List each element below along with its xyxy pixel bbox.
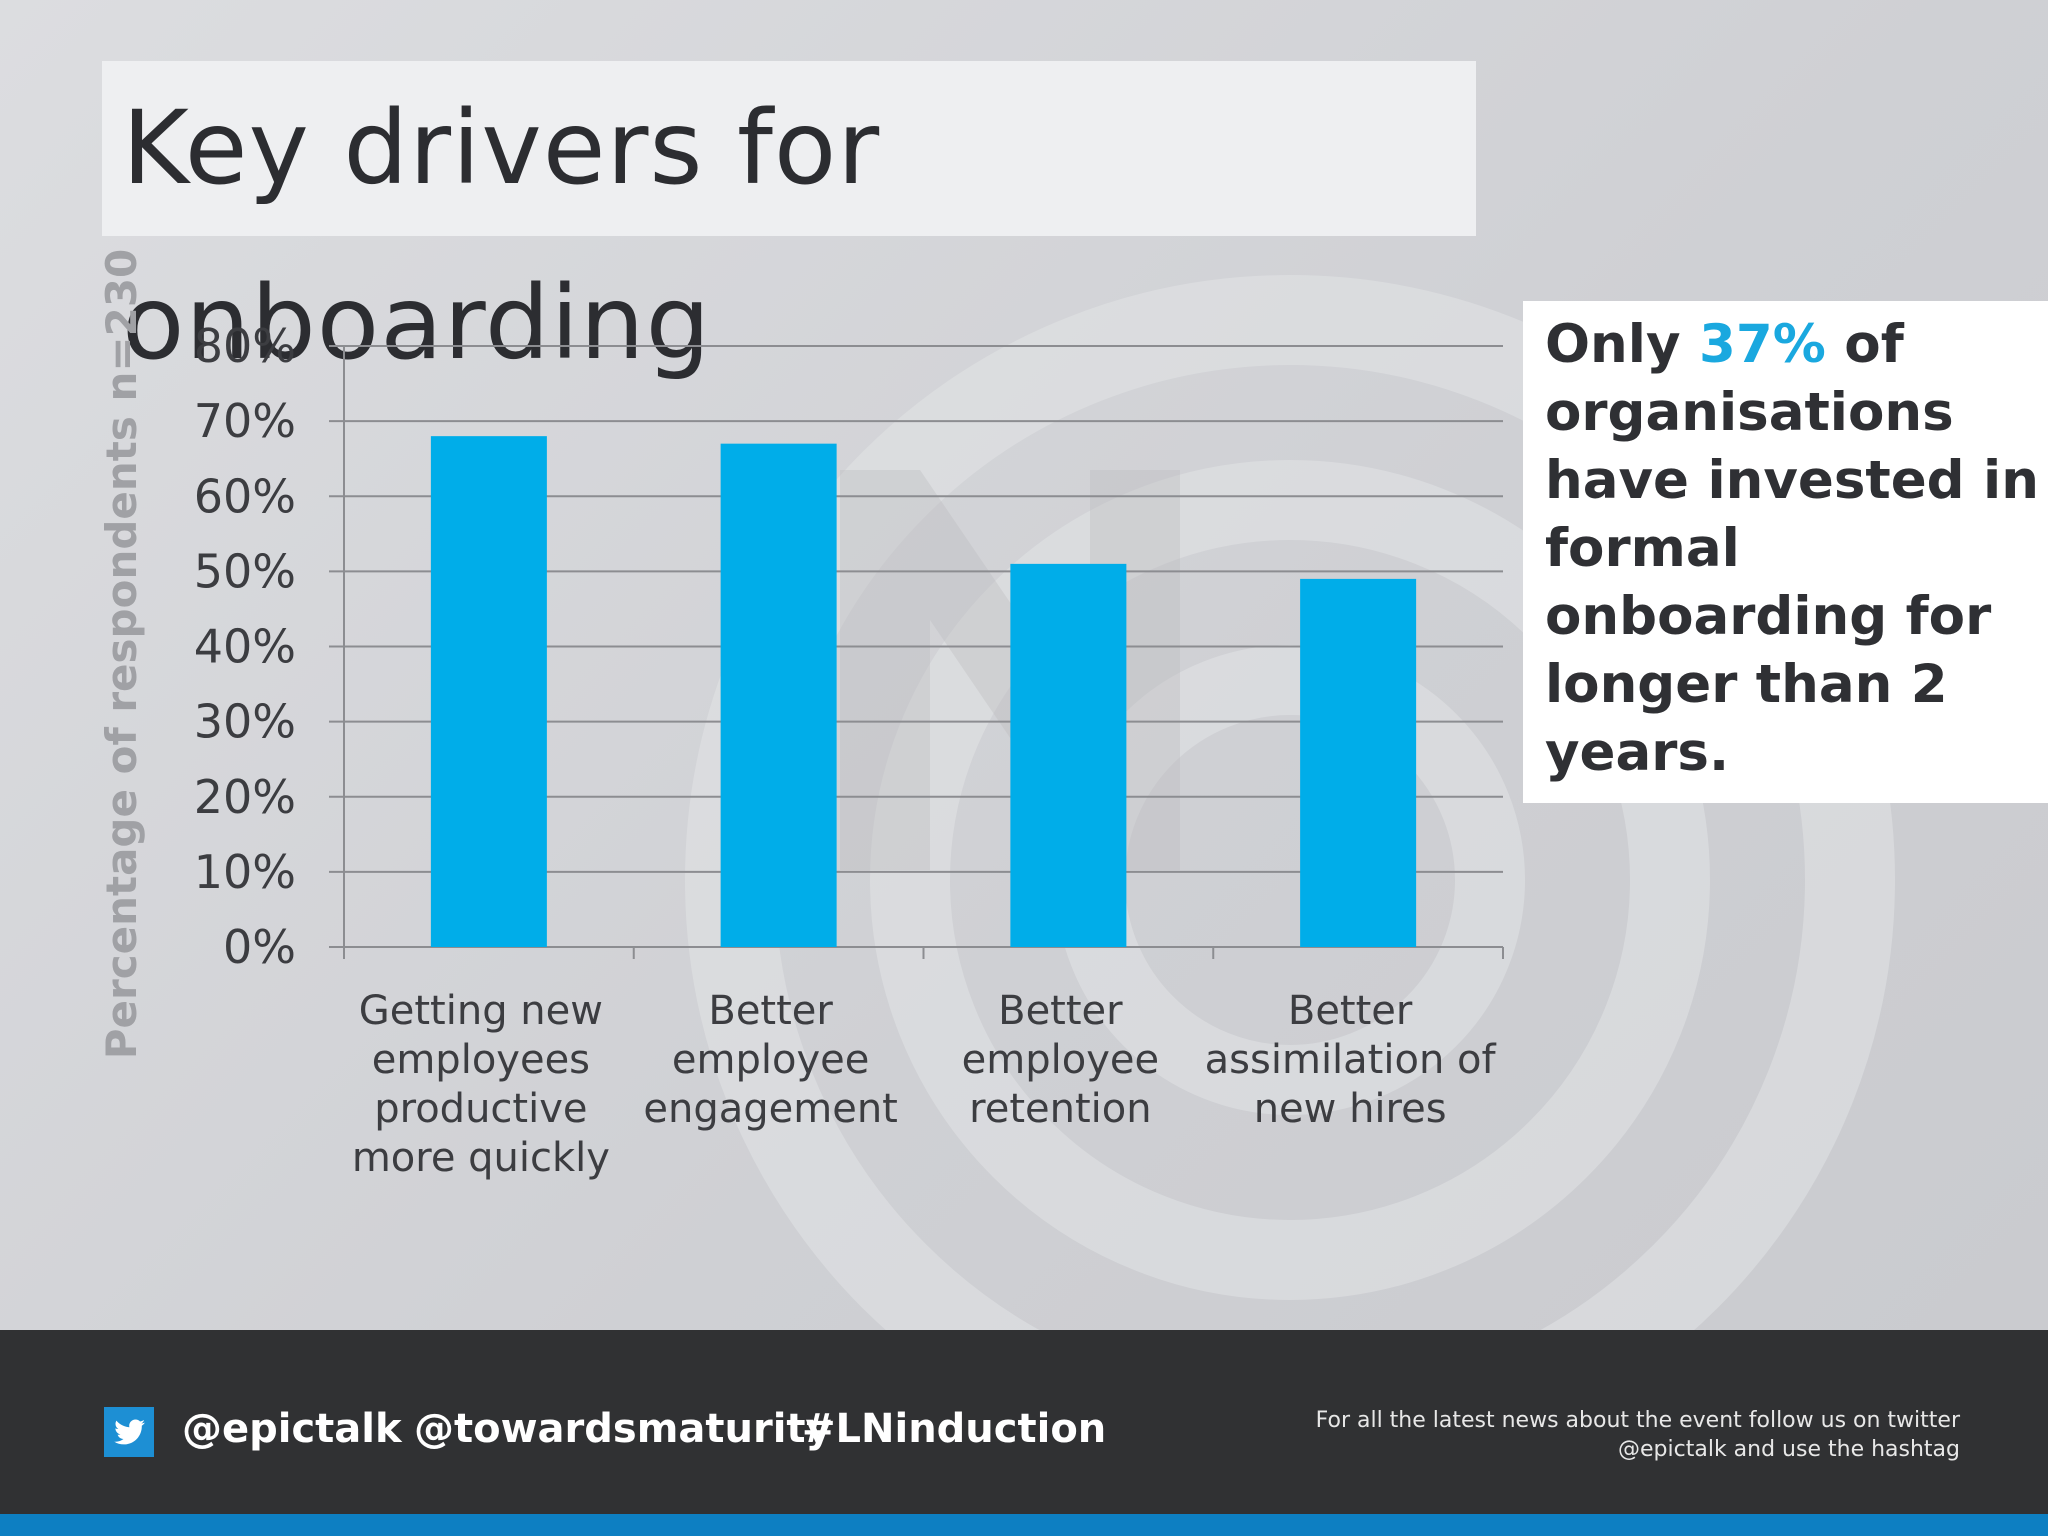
x-category-label: Better employee engagement (643, 988, 897, 1132)
footer-hashtag[interactable]: #LNinduction (802, 1406, 1107, 1452)
callout-highlight: 37% (1698, 314, 1826, 375)
footer-note-line: @epictalk and use the hashtag (1618, 1437, 1960, 1462)
bar (720, 443, 837, 947)
callout-box: Only 37% of organisations have invested … (1523, 301, 2048, 803)
callout-text-after: of organisations have invested in formal… (1545, 314, 2039, 783)
footer-bar (0, 1330, 2048, 1514)
footer-handle-epictalk[interactable]: @epictalk (182, 1406, 402, 1452)
x-category-labels: Getting new employees productive more quick… (352, 988, 1497, 1181)
y-tick-label: 20% (194, 770, 296, 824)
y-tick-label: 30% (194, 695, 296, 749)
y-axis-label: Percentage of respondents n=230 (97, 249, 146, 1060)
callout-text-before: Only (1545, 314, 1699, 375)
footer-note: For all the latest news about the event … (1200, 1406, 1960, 1464)
y-tick-label: 80% (194, 319, 296, 373)
footer-accent-strip (0, 1514, 2048, 1536)
y-tick-label: 70% (194, 394, 296, 448)
x-category-label: Getting new employees productive more quick… (352, 988, 610, 1181)
bar (430, 436, 547, 947)
twitter-bird-icon (104, 1407, 154, 1457)
bar (1300, 578, 1417, 947)
y-tick-label: 60% (194, 469, 296, 523)
x-category-label: Better assimilation of new hires (1205, 988, 1497, 1132)
bar (1010, 563, 1127, 947)
y-tick-label: 10% (194, 845, 296, 899)
y-tick-labels: 0% 10% 20% 30% 40% 50% 60% 70% 80% (194, 319, 296, 974)
title-box: Key drivers for onboarding (102, 61, 1476, 383)
x-category-label: Better employee retention (962, 988, 1159, 1132)
y-tick-label: 40% (194, 620, 296, 674)
y-tick-label: 50% (194, 544, 296, 598)
y-tick-label: 0% (223, 920, 296, 974)
callout-text: Only 37% of organisations have invested … (1545, 311, 2040, 787)
footer-handle-towardsmaturity[interactable]: @towardsmaturity (414, 1406, 832, 1452)
footer-note-line: For all the latest news about the event … (1315, 1408, 1960, 1433)
page-title: Key drivers for onboarding (122, 89, 881, 383)
chart-bars (430, 436, 1417, 947)
